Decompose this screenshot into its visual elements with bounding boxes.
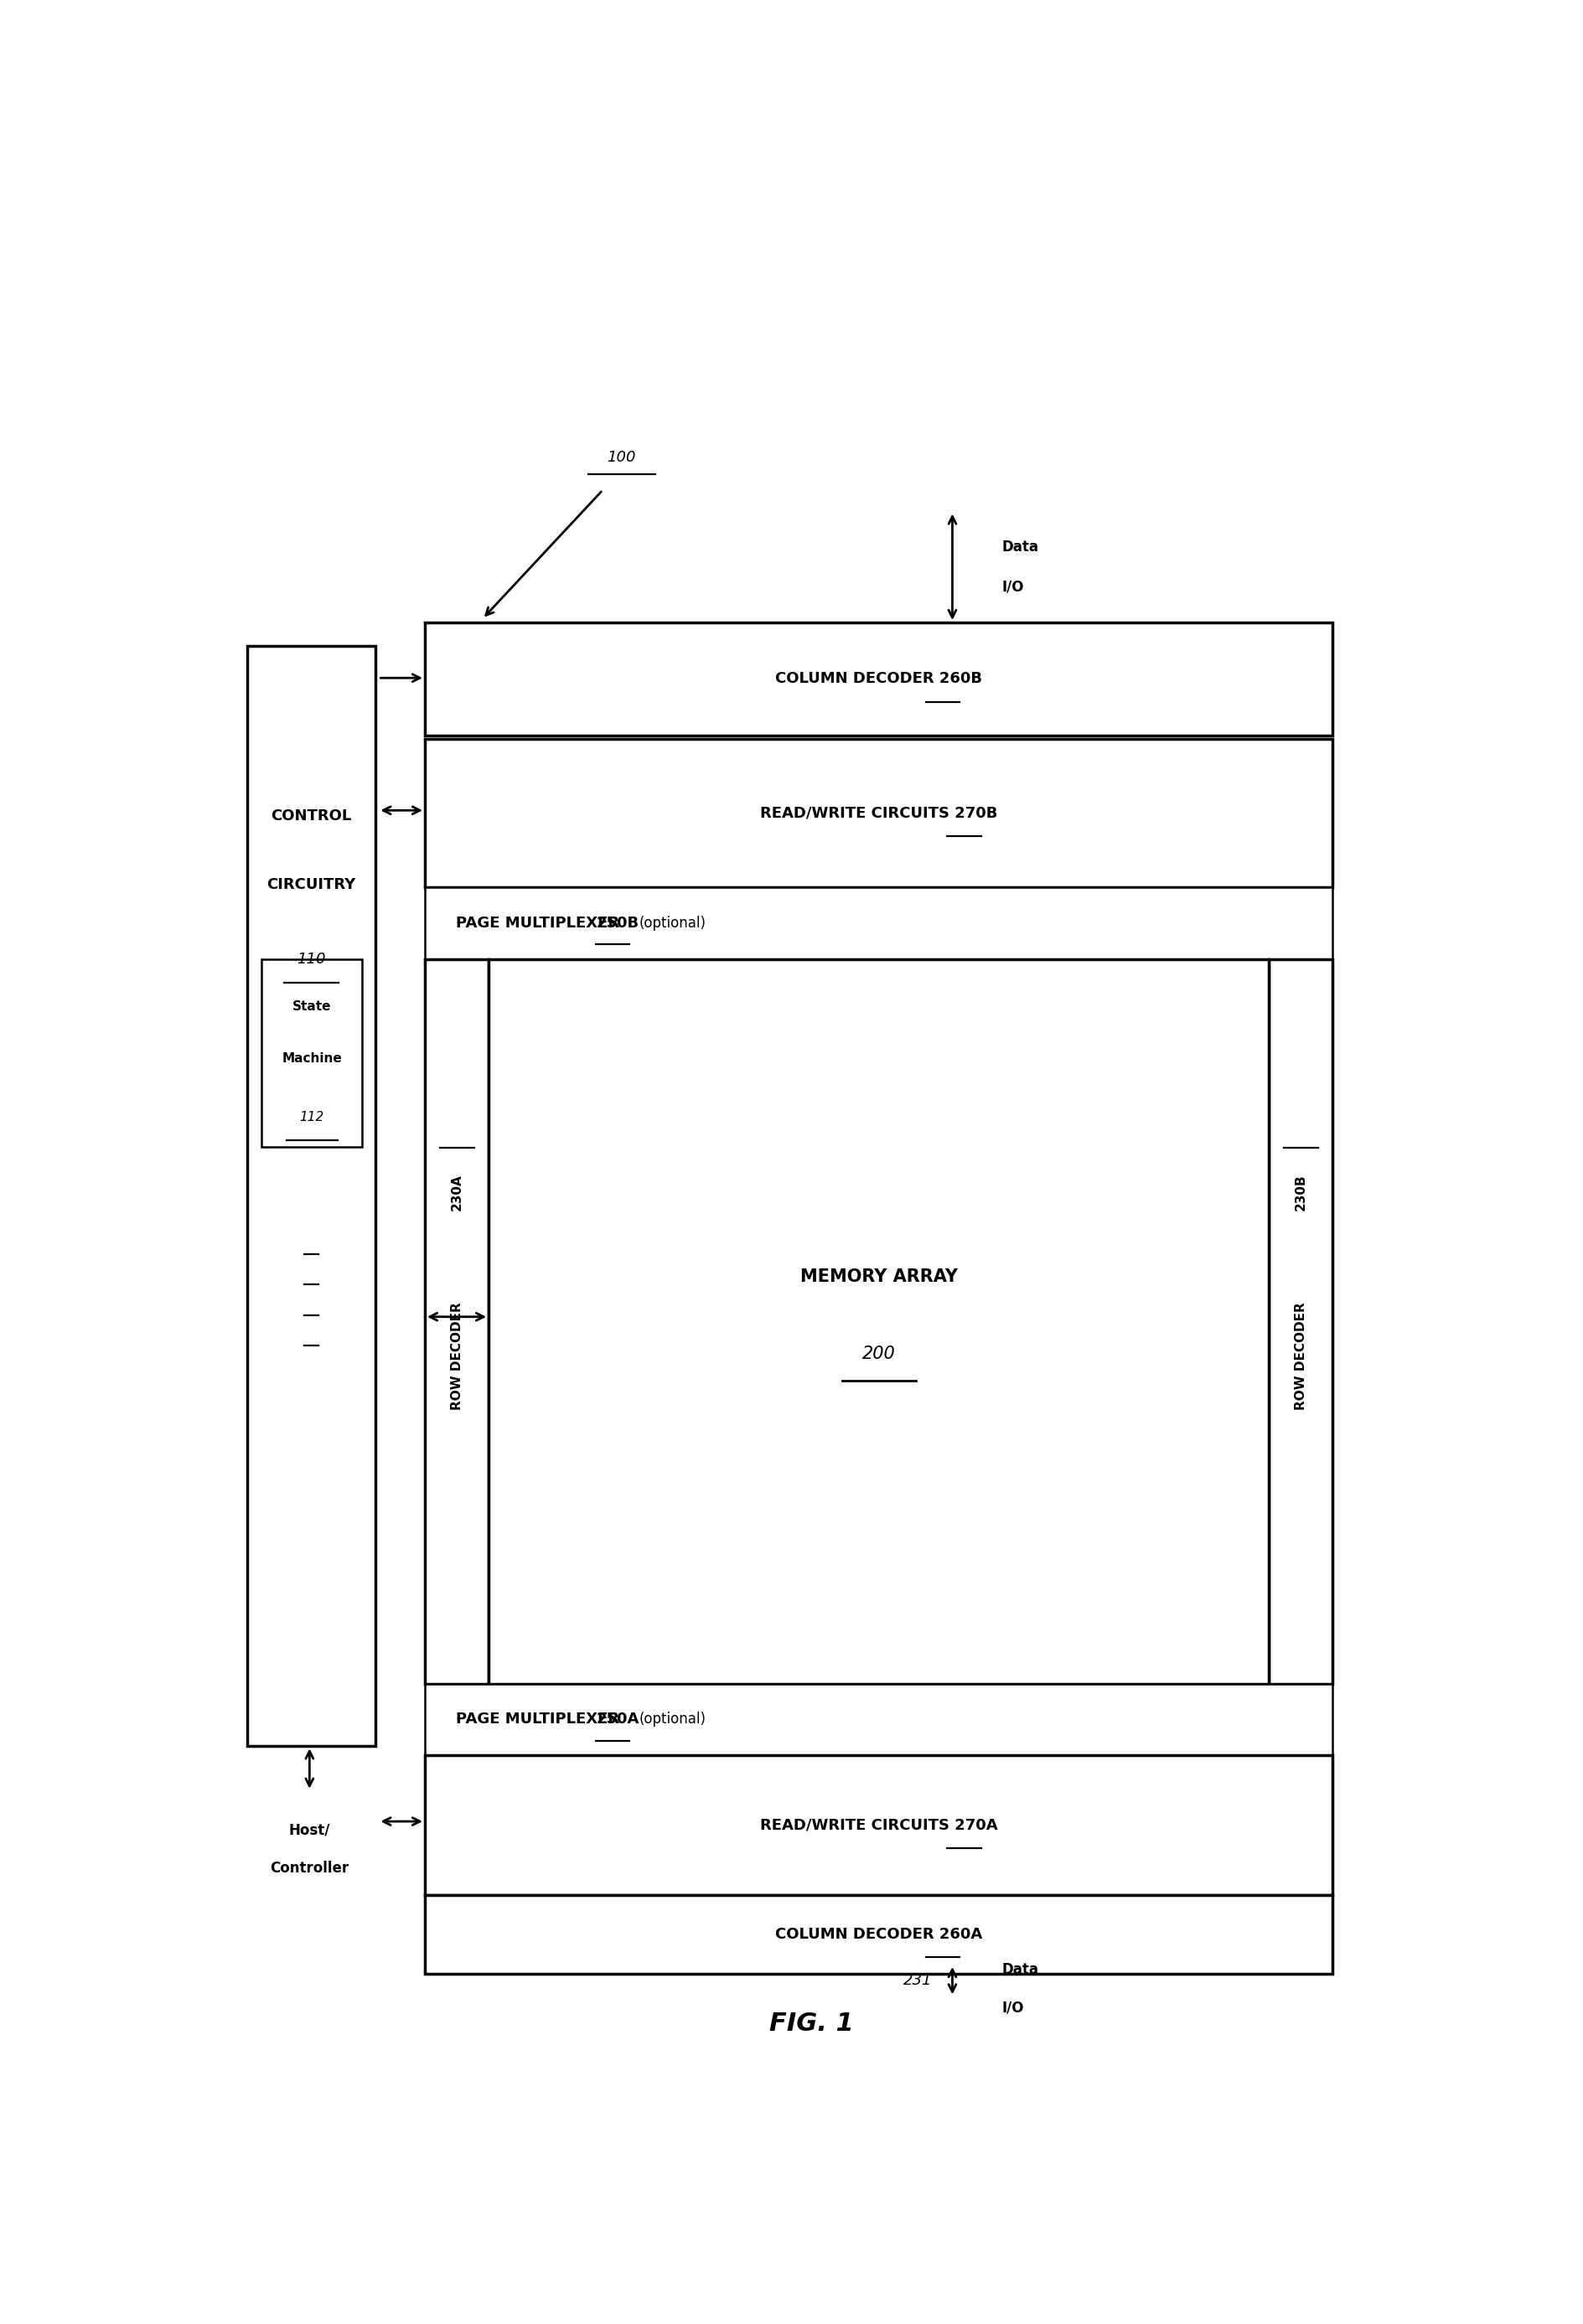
Text: (optional): (optional)	[640, 1713, 706, 1727]
Text: I/O: I/O	[1002, 579, 1024, 595]
Text: I/O: I/O	[1002, 2001, 1024, 2015]
Text: 230A: 230A	[451, 1174, 462, 1211]
Text: ROW DECODER: ROW DECODER	[1295, 1297, 1308, 1411]
Text: State: State	[293, 999, 331, 1013]
Bar	[424, 739, 1333, 888]
Text: PAGE MULTIPLEXER: PAGE MULTIPLEXER	[456, 1713, 624, 1727]
Text: CIRCUITRY: CIRCUITRY	[268, 876, 356, 892]
Bar	[424, 960, 489, 1683]
Text: ROW DECODER: ROW DECODER	[451, 1297, 462, 1411]
Text: 231: 231	[904, 1973, 932, 1989]
Text: 112: 112	[299, 1111, 325, 1122]
Text: (optional): (optional)	[640, 916, 706, 930]
Bar	[424, 623, 1333, 734]
Text: Data: Data	[1002, 539, 1038, 555]
Text: READ/WRITE CIRCUITS 270B: READ/WRITE CIRCUITS 270B	[760, 806, 997, 820]
Text: 100: 100	[606, 451, 636, 465]
Text: 250A: 250A	[597, 1713, 640, 1727]
Text: Data: Data	[1002, 1961, 1038, 1978]
Bar	[261, 960, 363, 1146]
Bar	[247, 646, 375, 1745]
Bar	[1270, 960, 1333, 1683]
Text: Host/: Host/	[288, 1822, 331, 1838]
Text: COLUMN DECODER 260A: COLUMN DECODER 260A	[776, 1927, 983, 1941]
Bar	[424, 1894, 1333, 1973]
Text: COLUMN DECODER 260B: COLUMN DECODER 260B	[776, 672, 983, 686]
Text: 230B: 230B	[1295, 1174, 1308, 1211]
Text: 250B: 250B	[597, 916, 640, 930]
Text: MEMORY ARRAY: MEMORY ARRAY	[799, 1269, 958, 1285]
Text: PAGE MULTIPLEXER: PAGE MULTIPLEXER	[456, 916, 624, 930]
Bar	[489, 960, 1270, 1683]
Bar	[424, 1683, 1333, 1755]
Text: 110: 110	[298, 953, 326, 967]
Text: CONTROL: CONTROL	[271, 809, 351, 823]
Bar	[424, 1755, 1333, 1894]
Bar	[424, 888, 1333, 960]
Text: Controller: Controller	[271, 1862, 348, 1875]
Text: Machine: Machine	[282, 1053, 342, 1064]
Text: READ/WRITE CIRCUITS 270A: READ/WRITE CIRCUITS 270A	[760, 1817, 997, 1834]
Text: 200: 200	[863, 1346, 896, 1362]
Text: FIG. 1: FIG. 1	[769, 2013, 853, 2036]
